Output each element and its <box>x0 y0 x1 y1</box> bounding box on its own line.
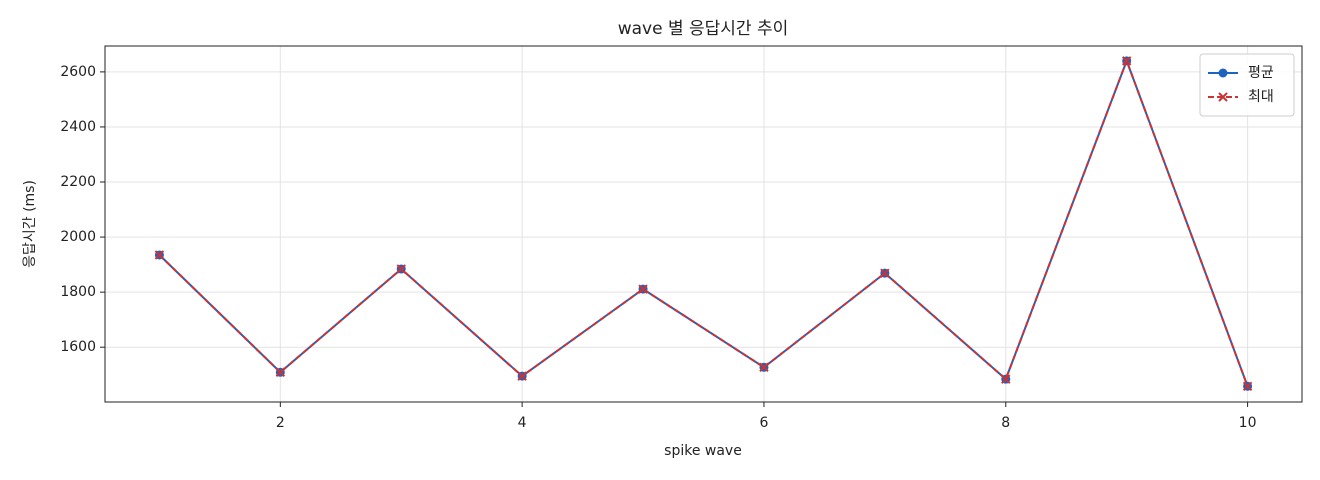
x-tick-label: 6 <box>759 415 768 431</box>
marker-stroke <box>396 264 406 274</box>
marker <box>1218 68 1228 78</box>
legend-label: 최대 <box>1248 89 1274 105</box>
plot-frame <box>104 45 1303 403</box>
marker <box>638 284 648 294</box>
y-tick-label: 2200 <box>60 174 96 190</box>
marker <box>1242 381 1253 392</box>
marker-stroke <box>759 362 769 373</box>
y-axis-label: 응답시간 (ms) <box>22 180 38 268</box>
marker <box>1001 374 1011 384</box>
x-tick-label: 10 <box>1239 415 1257 431</box>
marker-stroke <box>880 268 890 278</box>
marker-stroke <box>1242 381 1253 392</box>
marker <box>154 250 165 260</box>
marker <box>275 367 286 377</box>
marker-stroke <box>275 367 286 377</box>
legend-label: 평균 <box>1248 65 1274 81</box>
y-tick-label: 1800 <box>60 284 96 300</box>
marker <box>517 371 527 381</box>
marker <box>880 268 890 278</box>
line <box>158 58 1249 387</box>
marker-stroke <box>1121 56 1132 66</box>
marker-stroke <box>1001 374 1011 384</box>
marker-stroke <box>638 284 648 294</box>
line <box>158 58 1249 387</box>
marker <box>1121 56 1132 66</box>
y-tick-label: 1600 <box>60 339 96 355</box>
marker-stroke <box>1218 92 1228 102</box>
marker <box>759 362 769 373</box>
x-tick-label: 8 <box>1001 415 1010 431</box>
marker <box>1218 92 1228 102</box>
marker-stroke <box>154 250 165 260</box>
y-tick-label: 2600 <box>60 64 96 80</box>
chart-title: wave 별 응답시간 추이 <box>618 19 789 39</box>
marker <box>396 264 406 274</box>
legend-box <box>1199 53 1295 117</box>
x-tick-label: 4 <box>518 415 527 431</box>
y-tick-label: 2400 <box>60 119 96 135</box>
x-axis-label: spike wave <box>664 443 742 459</box>
marker-stroke <box>517 371 527 381</box>
y-tick-label: 2000 <box>60 229 96 245</box>
x-tick-label: 2 <box>276 415 285 431</box>
